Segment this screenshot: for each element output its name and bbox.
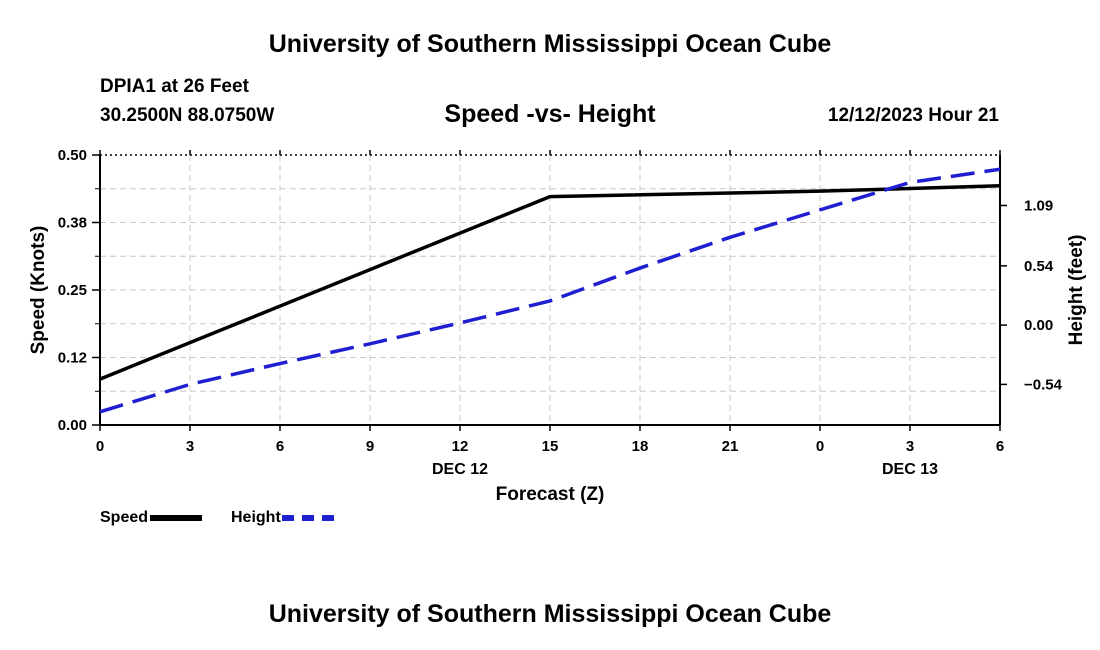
legend-item-speed: Speed (100, 509, 203, 527)
y-tick-label: 0.50 (58, 147, 87, 164)
chart-title: Speed -vs- Height (444, 100, 656, 128)
forecast-datetime: 12/12/2023 Hour 21 (827, 105, 999, 126)
station-label: DPIA1 at 26 Feet (100, 76, 249, 97)
legend-item-height: Height (231, 509, 334, 527)
x-tick-label: 0 (96, 438, 104, 455)
y-tick-label: 0.00 (58, 417, 87, 434)
x-tick-label: 12 (452, 438, 469, 455)
legend-label-height: Height (231, 509, 281, 526)
legend-swatch-speed (150, 515, 203, 521)
x-tick-label: 6 (276, 438, 284, 455)
x-tick-label: 21 (722, 438, 739, 455)
x-tick-label: 18 (632, 438, 649, 455)
series-line-height (99, 167, 1001, 414)
x-tick-label: 3 (906, 438, 914, 455)
y-tick-label: 0.25 (58, 282, 87, 299)
footer-title: University of Southern Mississippi Ocean… (268, 600, 832, 628)
x-tick-label: 0 (816, 438, 824, 455)
y2-tick-label: 1.09 (1024, 197, 1053, 214)
legend-swatch-height (281, 515, 334, 521)
x-date-label: DEC 13 (882, 461, 938, 478)
station-coordinates: 30.2500N 88.0750W (100, 105, 275, 126)
y2-tick-label: 0.54 (1024, 258, 1054, 275)
x-tick-label: 15 (542, 438, 559, 455)
x-tick-label: 3 (186, 438, 194, 455)
x-tick-label: 9 (366, 438, 374, 455)
y2-axis-title: Height (feet) (1066, 235, 1087, 346)
legend-label-speed: Speed (100, 509, 149, 526)
x-date-label: DEC 12 (432, 461, 488, 478)
y2-tick-label: −0.54 (1024, 376, 1063, 393)
main-title: University of Southern Mississippi Ocean… (268, 30, 832, 58)
y-tick-label: 0.38 (58, 215, 87, 232)
y-axis-title: Speed (Knots) (28, 226, 49, 355)
y-tick-label: 0.12 (58, 350, 87, 367)
x-axis-title: Forecast (Z) (496, 484, 605, 505)
y2-tick-label: 0.00 (1024, 317, 1053, 334)
x-tick-label: 6 (996, 438, 1004, 455)
series-line-speed (99, 184, 1001, 381)
